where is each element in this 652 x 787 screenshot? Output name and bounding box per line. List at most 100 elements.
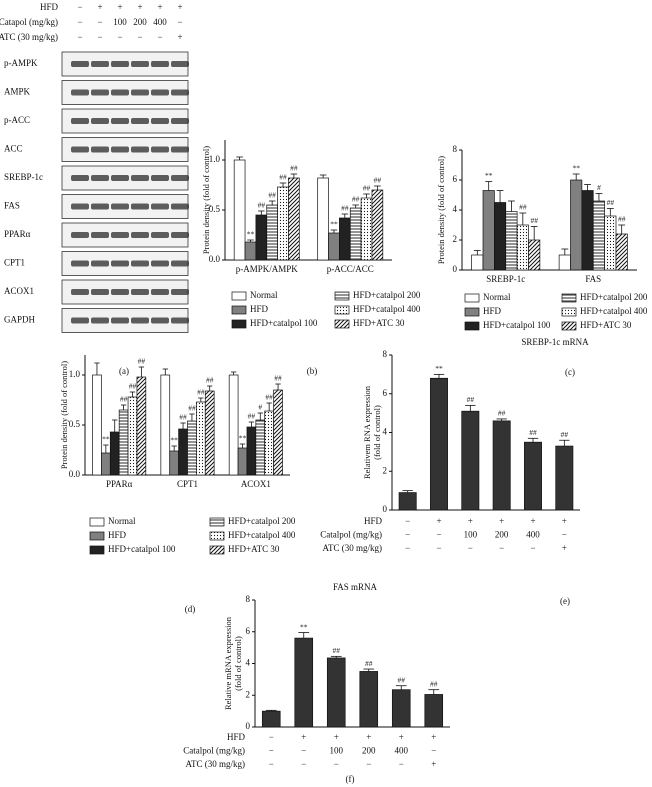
condition-value: +: [562, 543, 567, 553]
blot-band: [91, 232, 109, 238]
blot-band: [151, 232, 169, 238]
bar: [317, 177, 329, 261]
blot-band: [171, 61, 189, 67]
legend-label: Normal: [483, 292, 511, 302]
bar: [136, 376, 147, 476]
legend-swatch: [231, 305, 247, 315]
condition-value: +: [499, 516, 504, 526]
x-tick-label: PPARα: [106, 479, 133, 489]
y-tick-label: 0: [246, 721, 251, 731]
legend-swatch: [561, 307, 577, 317]
legend-swatch: [209, 517, 225, 527]
bar: [482, 190, 495, 271]
bar: [204, 390, 215, 476]
bar: [391, 689, 411, 728]
significance: #: [597, 183, 601, 192]
x-tick-label: p-ACC/ACC: [327, 264, 374, 274]
bar: [264, 410, 274, 476]
blot-band: [91, 146, 109, 153]
legend-swatch: [209, 531, 225, 541]
bar: [244, 241, 257, 261]
y-axis-label: Protein density (fold of control): [436, 156, 446, 264]
condition-value: 400: [526, 530, 540, 540]
chart-title: SREBP-1c mRNA: [521, 337, 589, 347]
significance: **: [330, 220, 338, 229]
condition-value: −: [431, 746, 436, 756]
condition-value: 100: [330, 746, 344, 756]
bar: [127, 396, 138, 476]
panel-label: (f): [346, 774, 355, 784]
blot-band: [151, 61, 169, 67]
legend-swatch: [561, 321, 577, 331]
significance: **: [300, 622, 308, 631]
blot-band: [91, 317, 109, 324]
condition-value: +: [157, 2, 162, 12]
condition-label: Catapol (mg/kg): [0, 17, 58, 27]
bar: [246, 426, 257, 476]
blot-band: [171, 289, 189, 295]
bar: [109, 431, 120, 476]
legend-swatch: [334, 305, 350, 315]
bar: [169, 450, 179, 476]
condition-label: Catalpol (mg/kg): [183, 746, 245, 756]
bar: [118, 409, 129, 476]
blot-band: [171, 232, 189, 238]
band-label: ACOX1: [4, 286, 34, 296]
y-tick-label: 4: [453, 204, 458, 214]
condition-value: 200: [495, 530, 509, 540]
bar: [371, 189, 384, 261]
blot-band: [131, 118, 149, 124]
condition-value: −: [137, 32, 142, 42]
blot-band: [171, 317, 189, 324]
significance: ##: [365, 659, 373, 668]
y-axis-label: (fold of control): [233, 636, 243, 691]
blot-band: [151, 118, 169, 124]
condition-value: −: [77, 32, 82, 42]
bar: [592, 200, 605, 271]
legend-label: HFD+ATC 30: [228, 544, 280, 554]
condition-value: −: [97, 32, 102, 42]
significance: #: [258, 403, 262, 412]
condition-value: +: [301, 732, 306, 742]
significance: ##: [129, 382, 137, 391]
bar: [196, 401, 206, 476]
bar: [273, 389, 283, 476]
legend-label: HFD+ATC 30: [580, 320, 632, 330]
legend-swatch: [464, 307, 480, 317]
blot-band: [111, 260, 129, 267]
significance: ##: [258, 201, 266, 210]
blot-band: [71, 175, 89, 181]
bar: [461, 410, 480, 511]
legend-label: HFD+catalpol 400: [228, 530, 296, 540]
y-tick-label: 6: [453, 174, 458, 184]
band-label: AMPK: [4, 87, 31, 97]
legend-label: HFD+catalpol 400: [580, 306, 648, 316]
blot-band: [71, 289, 89, 295]
y-axis-label: Protein density (fold of control): [201, 146, 211, 254]
y-tick-label: 8: [453, 144, 458, 154]
condition-value: −: [399, 759, 404, 769]
blot-band: [171, 89, 189, 96]
blot-band: [91, 260, 109, 267]
panel-label: (d): [185, 604, 196, 614]
condition-value: 100: [113, 17, 127, 27]
band-label: FAS: [4, 201, 20, 211]
significance: ##: [519, 203, 527, 212]
significance: ##: [374, 176, 382, 185]
blot-band: [91, 203, 109, 210]
blot-band: [91, 118, 109, 124]
bar: [430, 377, 448, 511]
significance: **: [572, 164, 580, 173]
significance: **: [435, 364, 443, 373]
significance: ##: [197, 388, 205, 397]
blot-band: [151, 146, 169, 153]
blot-band: [111, 175, 129, 181]
bar: [528, 239, 541, 271]
condition-value: −: [77, 17, 82, 27]
panel-label: (b): [307, 366, 318, 376]
significance: ##: [188, 404, 196, 413]
bar: [178, 428, 188, 476]
condition-value: −: [301, 759, 306, 769]
legend-swatch: [89, 517, 105, 527]
blot-band: [91, 89, 109, 96]
